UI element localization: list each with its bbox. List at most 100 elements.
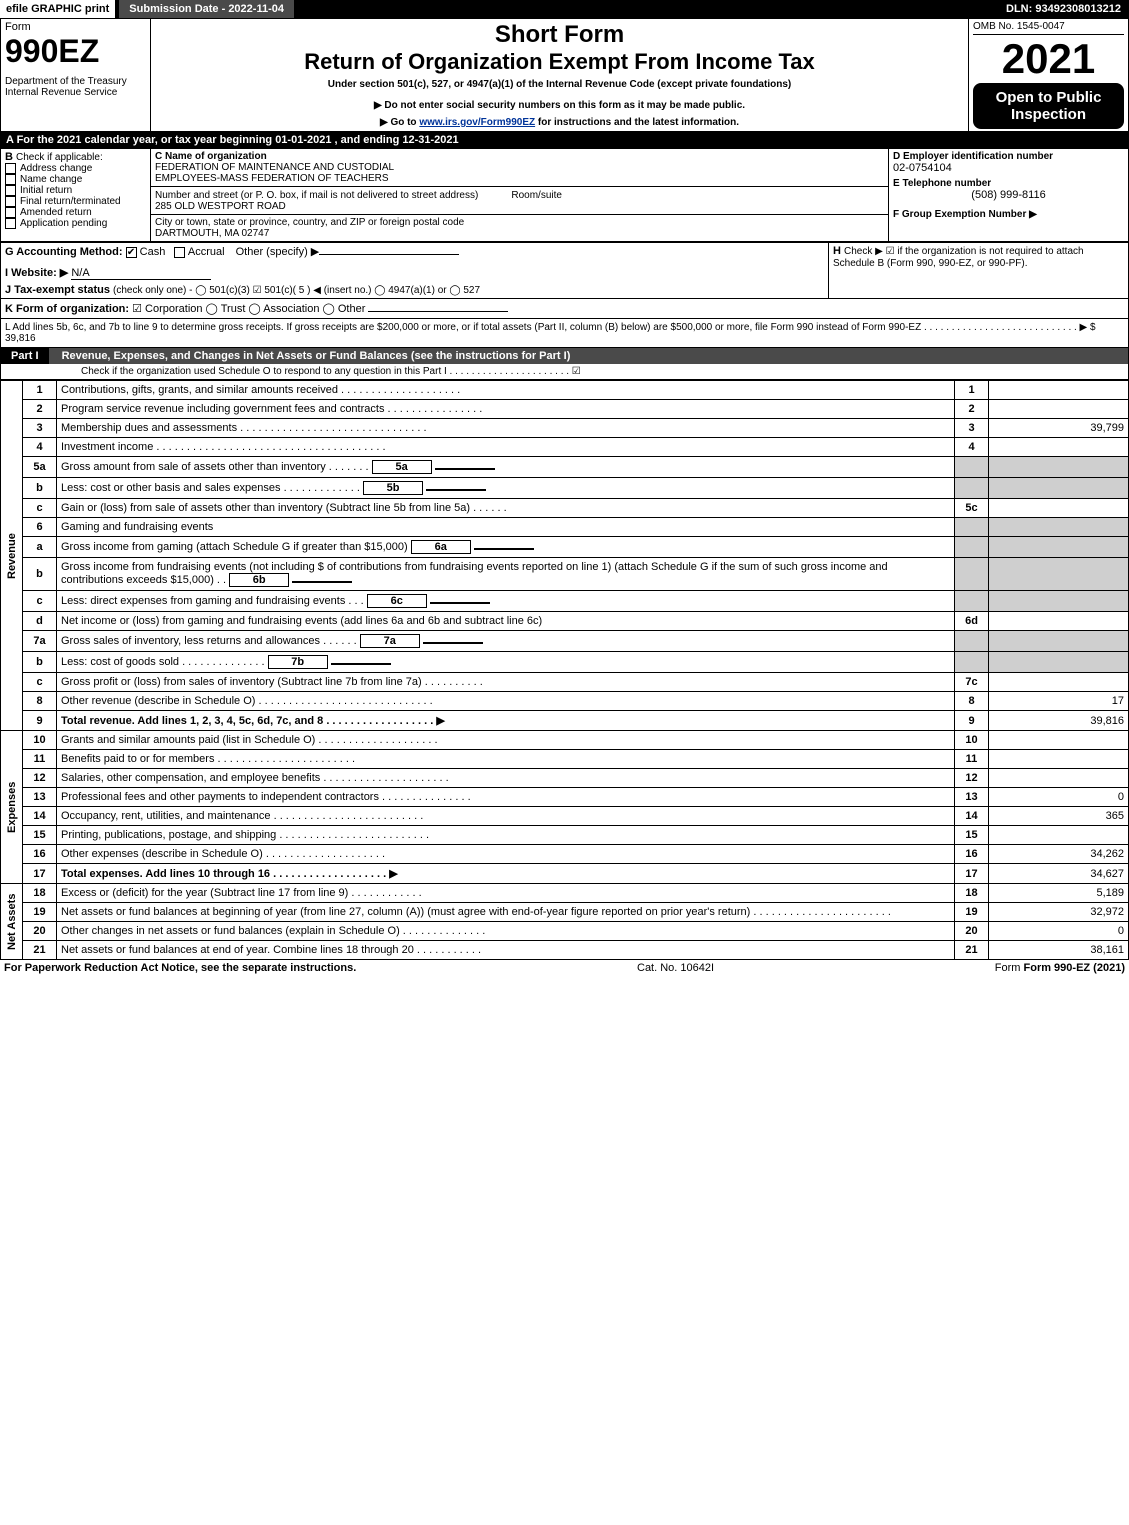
l5b-n: b: [23, 478, 57, 499]
l7b-t: Less: cost of goods sold . . . . . . . .…: [57, 652, 955, 673]
l6d-v: [989, 612, 1129, 631]
l7b-n: b: [23, 652, 57, 673]
l4-t: Investment income . . . . . . . . . . . …: [57, 438, 955, 457]
l5c-t: Gain or (loss) from sale of assets other…: [57, 499, 955, 518]
part1-header: Part I Revenue, Expenses, and Changes in…: [0, 348, 1129, 380]
l15-t: Printing, publications, postage, and shi…: [57, 826, 955, 845]
l5a-t: Gross amount from sale of assets other t…: [57, 457, 955, 478]
g-cash-check[interactable]: ✔: [126, 247, 137, 258]
l2-v: [989, 400, 1129, 419]
city-label: City or town, state or province, country…: [155, 217, 884, 228]
b-opt-initial[interactable]: Initial return: [5, 185, 146, 196]
l4-rn: 4: [955, 438, 989, 457]
l5b-t: Less: cost or other basis and sales expe…: [57, 478, 955, 499]
l18-t: Excess or (deficit) for the year (Subtra…: [57, 884, 955, 903]
l5a-sv: [435, 468, 495, 470]
l15-n: 15: [23, 826, 57, 845]
l7b-shv: [989, 652, 1129, 673]
l5a-sub: 5a: [372, 460, 432, 474]
l2-n: 2: [23, 400, 57, 419]
l7c-v: [989, 673, 1129, 692]
page-footer: For Paperwork Reduction Act Notice, see …: [0, 960, 1129, 976]
omb: OMB No. 1545-0047: [973, 21, 1124, 35]
l20-t: Other changes in net assets or fund bala…: [57, 922, 955, 941]
open-to-public: Open to Public Inspection: [973, 83, 1124, 129]
f-label: F Group Exemption Number ▶: [893, 209, 1124, 220]
l14-v: 365: [989, 807, 1129, 826]
l4-v: [989, 438, 1129, 457]
b-opt-pending[interactable]: Application pending: [5, 218, 146, 229]
l14-n: 14: [23, 807, 57, 826]
b-text: Check if applicable:: [16, 152, 103, 163]
g-accrual-check[interactable]: [174, 247, 185, 258]
l6a-shv: [989, 537, 1129, 558]
under-section: Under section 501(c), 527, or 4947(a)(1)…: [155, 79, 964, 90]
l7a-t: Gross sales of inventory, less returns a…: [57, 631, 955, 652]
l6d-t: Net income or (loss) from gaming and fun…: [57, 612, 955, 631]
l17-t: Total expenses. Add lines 10 through 16 …: [57, 864, 955, 884]
org-name-1: FEDERATION OF MAINTENANCE AND CUSTODIAL: [155, 162, 884, 173]
l11-rn: 11: [955, 750, 989, 769]
irs-link[interactable]: www.irs.gov/Form990EZ: [419, 117, 535, 128]
l16-n: 16: [23, 845, 57, 864]
l13-n: 13: [23, 788, 57, 807]
l3-n: 3: [23, 419, 57, 438]
l20-v: 0: [989, 922, 1129, 941]
l12-t: Salaries, other compensation, and employ…: [57, 769, 955, 788]
l5c-rn: 5c: [955, 499, 989, 518]
k-other-input[interactable]: [368, 311, 508, 312]
l6b-t: Gross income from fundraising events (no…: [57, 558, 955, 591]
l19-t: Net assets or fund balances at beginning…: [57, 903, 955, 922]
lines-table: Revenue 1 Contributions, gifts, grants, …: [0, 380, 1129, 960]
l5a-n: 5a: [23, 457, 57, 478]
l7c-t: Gross profit or (loss) from sales of inv…: [57, 673, 955, 692]
c-label: C Name of organization: [155, 151, 884, 162]
b-opt-amended[interactable]: Amended return: [5, 207, 146, 218]
l8-rn: 8: [955, 692, 989, 711]
g-accrual: Accrual: [188, 246, 225, 258]
l11-n: 11: [23, 750, 57, 769]
b-opt-final[interactable]: Final return/terminated: [5, 196, 146, 207]
part1-title: Revenue, Expenses, and Changes in Net As…: [62, 350, 571, 362]
phone: (508) 999-8116: [893, 189, 1124, 201]
l19-rn: 19: [955, 903, 989, 922]
l5b-shv: [989, 478, 1129, 499]
l12-rn: 12: [955, 769, 989, 788]
b-opt-name[interactable]: Name change: [5, 174, 146, 185]
l21-t: Net assets or fund balances at end of ye…: [57, 941, 955, 960]
l6b-sh: [955, 558, 989, 591]
line-k: K Form of organization: ☑ Corporation ◯ …: [0, 299, 1129, 319]
revenue-side: Revenue: [1, 381, 23, 731]
l7c-n: c: [23, 673, 57, 692]
l19-v: 32,972: [989, 903, 1129, 922]
l5b-sub: 5b: [363, 481, 423, 495]
header-grid: B Check if applicable: Address change Na…: [0, 148, 1129, 242]
l6c-sub: 6c: [367, 594, 427, 608]
l19-n: 19: [23, 903, 57, 922]
l11-t: Benefits paid to or for members . . . . …: [57, 750, 955, 769]
l2-t: Program service revenue including govern…: [57, 400, 955, 419]
netassets-side: Net Assets: [1, 884, 23, 960]
l7b-sub: 7b: [268, 655, 328, 669]
l10-t: Grants and similar amounts paid (list in…: [57, 731, 955, 750]
l4-n: 4: [23, 438, 57, 457]
b-opt-address[interactable]: Address change: [5, 163, 146, 174]
k-label: K Form of organization:: [5, 303, 129, 315]
l9-rn: 9: [955, 711, 989, 731]
l10-rn: 10: [955, 731, 989, 750]
g-other-input[interactable]: [319, 254, 459, 255]
k-text: ☑ Corporation ◯ Trust ◯ Association ◯ Ot…: [132, 303, 365, 315]
city: DARTMOUTH, MA 02747: [155, 228, 884, 239]
l3-v: 39,799: [989, 419, 1129, 438]
street-label: Number and street (or P. O. box, if mail…: [155, 190, 478, 201]
l6c-shv: [989, 591, 1129, 612]
efile-label: efile GRAPHIC print: [0, 0, 115, 18]
l8-v: 17: [989, 692, 1129, 711]
l13-rn: 13: [955, 788, 989, 807]
l13-t: Professional fees and other payments to …: [57, 788, 955, 807]
l20-n: 20: [23, 922, 57, 941]
l16-t: Other expenses (describe in Schedule O) …: [57, 845, 955, 864]
l18-rn: 18: [955, 884, 989, 903]
l5a-sh: [955, 457, 989, 478]
d-label: D Employer identification number: [893, 151, 1124, 162]
